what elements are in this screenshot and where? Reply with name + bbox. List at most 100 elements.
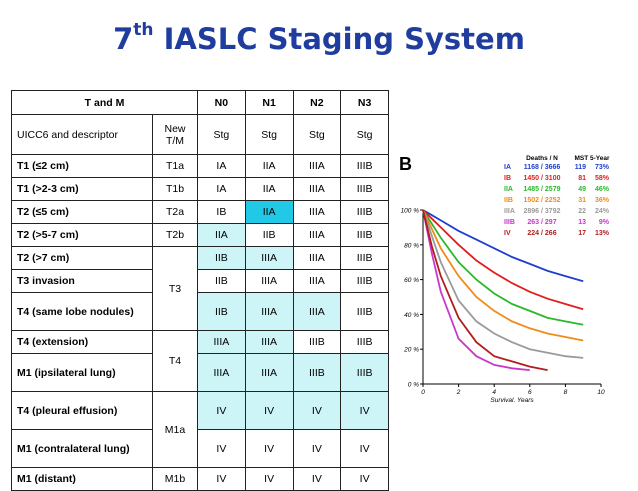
stage-cell: IB — [197, 200, 246, 224]
subheader-descriptor: UICC6 and descriptor — [11, 114, 153, 155]
x-tick-label: 6 — [528, 389, 532, 396]
subheader-new-tm: New T/M — [152, 114, 198, 155]
stage-cell: IIIB — [340, 246, 389, 270]
row-descriptor: T2 (≤5 cm) — [11, 200, 153, 224]
series-line-ib — [422, 209, 584, 311]
stage-cell: IIA — [244, 154, 294, 178]
table-row: T2 (>5-7 cm) T2b IIA IIB IIIA IIIB — [11, 223, 389, 247]
x-axis-label: Survival, Years — [490, 397, 534, 402]
stage-cell-changed: IV — [197, 391, 246, 430]
y-tick-label: 40 % — [404, 312, 419, 319]
stage-cell-changed: IV — [340, 391, 389, 430]
stage-cell: IIIA — [292, 177, 342, 201]
legend-five-year: 46% — [595, 186, 610, 193]
header-n1: N1 — [244, 90, 294, 115]
subheader-stg: Stg — [292, 114, 342, 155]
row-new-tm: T1b — [152, 177, 198, 201]
x-tick-label: 10 — [597, 389, 605, 396]
stage-cell: IIB — [244, 223, 294, 247]
table-row: M1 (ipsilateral lung) IIIA IIIA IIIB III… — [11, 353, 389, 392]
title-text: IASLC Staging System — [163, 22, 525, 56]
plot-area: 0 % 20 % 40 % 60 % 80 % 100 % 0 2 4 6 8 10 Survival,… — [401, 155, 610, 402]
row-new-tm: M1a — [152, 391, 198, 468]
table-row: T4 (pleural effusion) M1a IV IV IV IV — [11, 391, 389, 468]
legend-five-year: 24% — [595, 208, 610, 215]
legend-stage: IIA — [504, 186, 513, 193]
row-descriptor: T3 invasion — [11, 269, 153, 293]
series-line-iib — [422, 209, 584, 342]
legend-header-mst: MST 5-Year — [574, 155, 610, 162]
x-tick-label: 4 — [492, 389, 496, 396]
stage-cell-changed: IIIA — [244, 353, 294, 392]
header-n3: N3 — [340, 90, 389, 115]
legend-mst: 17 — [578, 230, 586, 237]
stage-cell: IV — [292, 429, 342, 468]
row-descriptor: T1 (≤2 cm) — [11, 154, 153, 178]
row-new-tm: T4 — [152, 330, 198, 392]
header-n0: N0 — [197, 90, 246, 115]
stage-cell-highlighted: IIA — [244, 200, 294, 224]
table-row: T4 (same lobe nodules) IIB IIIA IIIA III… — [11, 292, 389, 331]
row-descriptor: T4 (extension) — [11, 330, 153, 354]
row-new-tm: M1b — [152, 467, 198, 491]
stage-cell: IIIA — [292, 200, 342, 224]
legend-mst: 22 — [578, 208, 586, 215]
stage-cell: IIIB — [340, 292, 389, 331]
y-tick-label: 60 % — [404, 277, 419, 284]
legend-mst: 119 — [575, 164, 586, 171]
legend-five-year: 73% — [595, 164, 610, 171]
stage-cell-changed: IIIA — [244, 292, 294, 331]
row-descriptor: T4 (same lobe nodules) — [11, 292, 153, 331]
panel-label: B — [399, 154, 412, 174]
y-tick-label: 80 % — [404, 242, 419, 249]
legend-five-year: 58% — [595, 175, 610, 182]
stage-cell-changed: IIIA — [292, 292, 342, 331]
row-descriptor: T4 (pleural effusion) — [11, 391, 153, 430]
stage-cell: IIIA — [292, 223, 342, 247]
table-header-row: T and M N0 N1 N2 N3 — [11, 90, 389, 115]
subheader-stg: Stg — [340, 114, 389, 155]
table-row: T3 invasion IIB IIIA IIIA IIIB — [11, 269, 389, 293]
stage-cell: IIIA — [292, 246, 342, 270]
title-number: 7 — [113, 22, 134, 56]
stage-cell: IIB — [197, 269, 246, 293]
table-row: M1 (contralateral lung) IV IV IV IV — [11, 429, 389, 468]
legend-mst: 81 — [578, 175, 586, 182]
stage-cell: IIIB — [340, 223, 389, 247]
row-new-tm: T1a — [152, 154, 198, 178]
table-row: T2 (≤5 cm) T2a IB IIA IIIA IIIB — [11, 200, 389, 224]
header-n2: N2 — [292, 90, 342, 115]
legend-stage: IB — [504, 175, 511, 182]
stage-cell: IIIB — [340, 330, 389, 354]
stage-cell-changed: IV — [292, 391, 342, 430]
stage-cell: IV — [340, 429, 389, 468]
table-row: M1 (distant) M1b IV IV IV IV — [11, 467, 389, 491]
title-superscript: th — [133, 20, 154, 41]
legend-mst: 49 — [578, 186, 586, 193]
row-new-tm: T2b — [152, 223, 198, 247]
row-new-tm: T3 — [152, 246, 198, 331]
subheader-stg: Stg — [244, 114, 294, 155]
y-tick-label: 0 % — [408, 382, 419, 389]
legend-five-year: 9% — [599, 219, 610, 226]
stage-cell-changed: IIIA — [244, 246, 294, 270]
subheader-stg: Stg — [197, 114, 246, 155]
stage-cell: IA — [197, 154, 246, 178]
row-descriptor: M1 (distant) — [11, 467, 153, 491]
stage-cell: IIIB — [292, 330, 342, 354]
legend-stage: IIIB — [504, 219, 515, 226]
stage-cell: IV — [292, 467, 342, 491]
x-tick-label: 0 — [421, 389, 425, 396]
stage-cell: IIIB — [340, 177, 389, 201]
stage-cell: IIIB — [340, 154, 389, 178]
table-row: T1 (>2-3 cm) T1b IA IIA IIIA IIIB — [11, 177, 389, 201]
y-tick-label: 20 % — [403, 347, 419, 354]
stage-cell-changed: IIIA — [197, 353, 246, 392]
row-descriptor: T2 (>5-7 cm) — [11, 223, 153, 247]
series-line-iiia — [422, 209, 584, 359]
stage-cell: IIIB — [340, 269, 389, 293]
table-row: T1 (≤2 cm) T1a IA IIA IIIA IIIB — [11, 154, 389, 178]
legend-deaths-n: 1485 / 2579 — [524, 186, 561, 193]
stage-cell: IA — [197, 177, 246, 201]
stage-cell: IV — [197, 467, 246, 491]
